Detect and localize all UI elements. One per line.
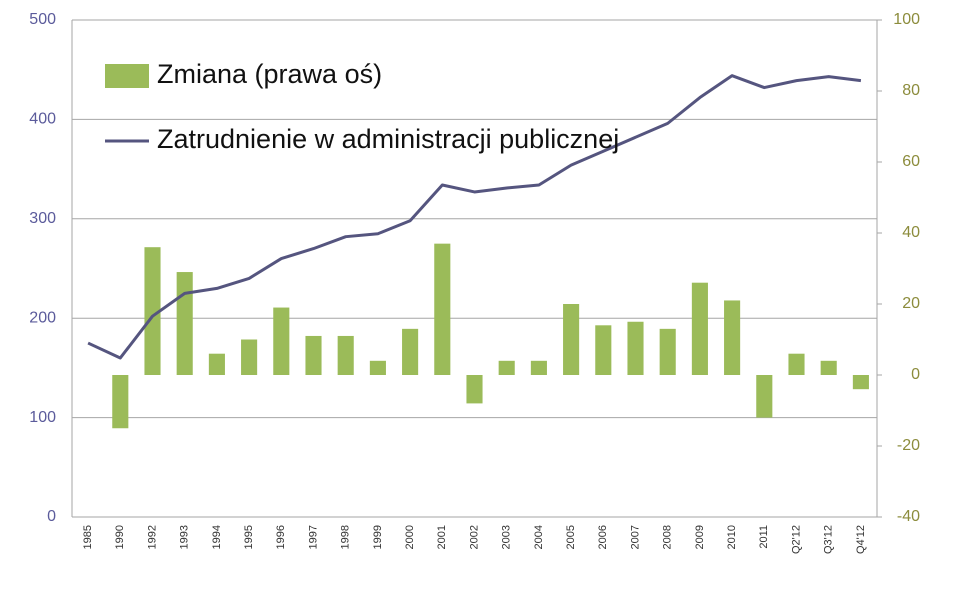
bar <box>563 304 580 375</box>
x-tick-label: 1993 <box>179 525 191 549</box>
x-tick-label: 2006 <box>597 525 609 549</box>
bar <box>691 282 708 375</box>
bar <box>273 307 290 375</box>
y2-tick-label: 40 <box>902 224 920 241</box>
bar <box>627 321 644 375</box>
legend-label: Zmiana (prawa oś) <box>157 59 382 89</box>
x-tick-label: Q2'12 <box>790 525 802 554</box>
bar <box>402 328 419 375</box>
bar <box>466 375 483 404</box>
bar <box>337 335 354 375</box>
y-tick-label: 300 <box>29 210 56 227</box>
y-tick-label: 0 <box>47 508 56 525</box>
bar <box>208 353 225 375</box>
x-tick-label: 2001 <box>436 525 448 549</box>
x-tick-label: 2004 <box>533 525 545 549</box>
x-tick-label: 2002 <box>468 525 480 549</box>
y2-tick-label: 20 <box>902 295 920 312</box>
x-tick-label: 2007 <box>629 525 641 549</box>
x-tick-label: 2005 <box>565 525 577 549</box>
x-tick-label: 2010 <box>726 525 738 549</box>
x-tick-label: 2003 <box>501 525 513 549</box>
bar <box>305 335 322 375</box>
legend-swatch <box>105 64 149 88</box>
bar <box>369 360 386 375</box>
x-tick-label: 1985 <box>82 525 94 549</box>
bar <box>724 300 741 375</box>
bar <box>659 328 676 375</box>
x-tick-label: 2008 <box>662 525 674 549</box>
x-tick-label: 2000 <box>404 525 416 549</box>
x-tick-label: Q3'12 <box>823 525 835 554</box>
x-tick-label: 1992 <box>146 525 158 549</box>
bar <box>498 360 515 375</box>
y-tick-label: 500 <box>29 11 56 28</box>
bar <box>788 353 805 375</box>
x-tick-label: 1996 <box>275 525 287 549</box>
bar <box>434 243 451 375</box>
line <box>87 74 862 360</box>
bar <box>820 360 837 375</box>
bar <box>241 339 258 375</box>
y2-tick-label: 0 <box>911 366 920 383</box>
bar <box>144 247 161 375</box>
bar <box>112 375 129 429</box>
bar <box>176 272 193 375</box>
y2-tick-label: -40 <box>897 508 920 525</box>
bar <box>756 375 773 418</box>
y2-tick-label: 80 <box>902 82 920 99</box>
x-tick-label: 1999 <box>372 525 384 549</box>
bar <box>852 375 869 390</box>
x-tick-label: 2011 <box>758 525 770 549</box>
x-tick-label: 2009 <box>694 525 706 549</box>
x-tick-label: 1998 <box>340 525 352 549</box>
x-tick-label: Q4'12 <box>855 525 867 554</box>
y-tick-label: 200 <box>29 309 56 326</box>
x-tick-label: 1990 <box>114 525 126 549</box>
x-tick-label: 1997 <box>307 525 319 549</box>
bar <box>595 325 612 375</box>
legend-label: Zatrudnienie w administracji publicznej <box>157 124 619 154</box>
x-tick-label: 1994 <box>211 525 223 549</box>
y-tick-label: 400 <box>29 111 56 128</box>
y2-tick-label: -20 <box>897 437 920 454</box>
bar <box>530 360 547 375</box>
y2-tick-label: 100 <box>893 11 920 28</box>
y2-tick-label: 60 <box>902 153 920 170</box>
y-tick-label: 100 <box>29 409 56 426</box>
x-tick-label: 1995 <box>243 525 255 549</box>
